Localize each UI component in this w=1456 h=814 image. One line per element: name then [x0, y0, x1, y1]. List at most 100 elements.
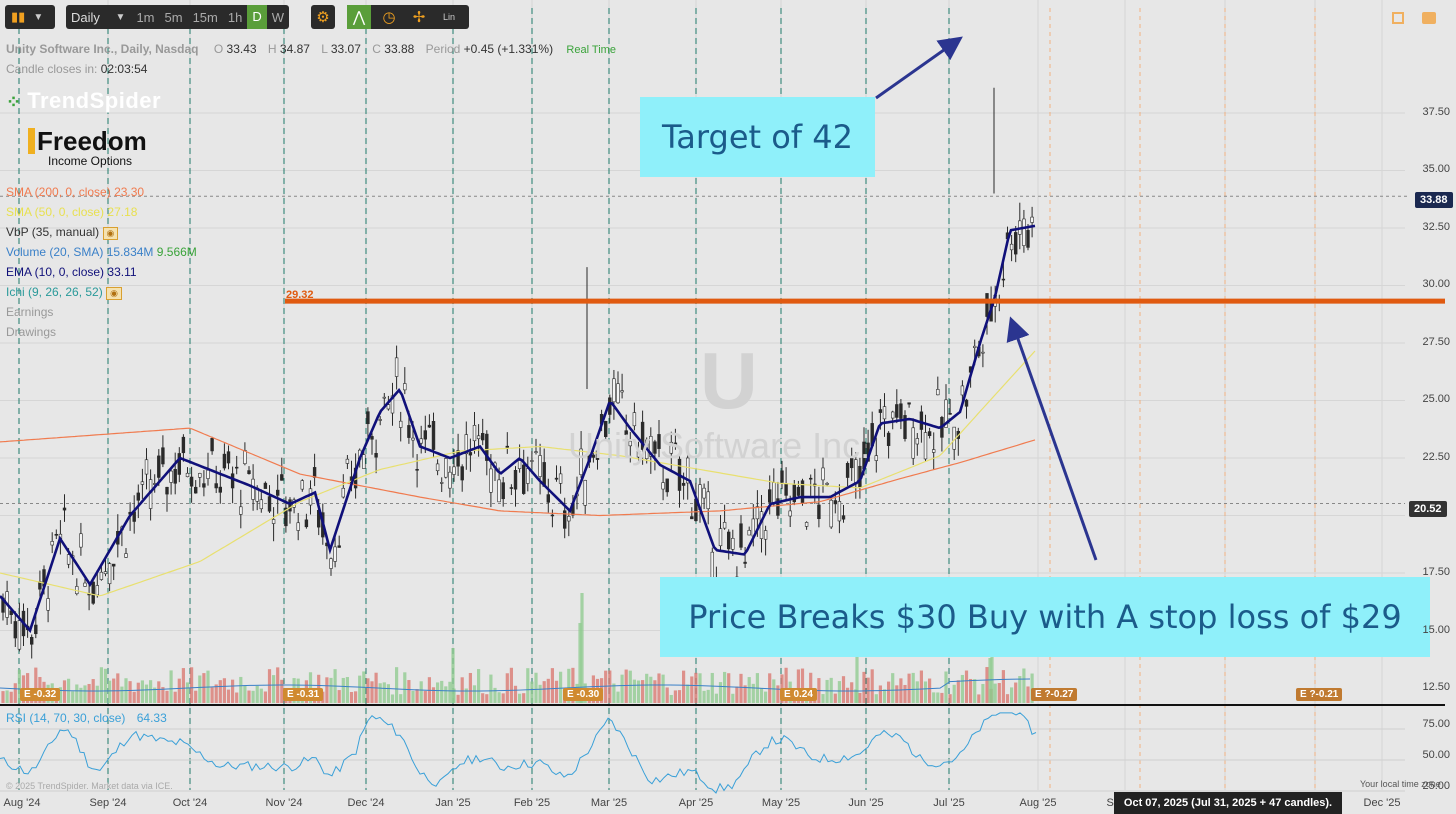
- timeframe-w[interactable]: W: [271, 9, 284, 25]
- candle-body: [501, 482, 505, 500]
- volume-legend[interactable]: Volume (20, SMA) 15.834M 9.566M: [6, 245, 197, 259]
- timeframe-5m[interactable]: 5m: [164, 9, 183, 25]
- volume-value: 15.834M: [106, 245, 154, 259]
- ichi-legend[interactable]: Ichi (9, 26, 26, 52) ◉: [6, 285, 122, 300]
- ema-legend[interactable]: EMA (10, 0, close) 33.11: [6, 265, 137, 279]
- cursor-price-tag: 20.52: [1409, 501, 1447, 517]
- volume-bar: [407, 680, 411, 703]
- x-tick: Apr '25: [678, 797, 714, 809]
- volume-bar: [534, 672, 538, 703]
- chart-type-dropdown[interactable]: ▮▮ ▼: [5, 5, 55, 29]
- candle-body: [579, 448, 583, 476]
- trendspider-wordmark: TrendSpider: [27, 88, 162, 113]
- volume-bar: [620, 674, 624, 703]
- earnings-tag[interactable]: E ?-0.27: [1031, 688, 1078, 701]
- target-callout[interactable]: Target of 42: [640, 97, 875, 177]
- entry-arrow: [1006, 316, 1098, 561]
- rsi-line: [0, 712, 1037, 794]
- volume-bar: [263, 691, 267, 703]
- candle-body: [198, 473, 202, 478]
- y-tick: 22.50: [1422, 451, 1450, 463]
- volume-bar: [13, 683, 17, 703]
- candle-body: [792, 484, 797, 503]
- candle-body: [472, 425, 477, 442]
- candle-body: [214, 483, 218, 489]
- x-tick: Dec '24: [347, 797, 385, 809]
- candle-body: [136, 492, 140, 501]
- candle-body: [521, 464, 526, 494]
- volume-bar: [580, 593, 584, 703]
- candle-body: [185, 472, 190, 478]
- candle-body: [673, 442, 678, 446]
- volume-bar: [132, 691, 136, 703]
- volume-bar: [985, 667, 989, 703]
- candle-body: [817, 504, 821, 520]
- timeframe-d[interactable]: D: [247, 5, 267, 29]
- settings-button[interactable]: ⚙: [311, 5, 335, 29]
- volume-bar: [62, 680, 67, 703]
- x-tick: May '25: [761, 797, 801, 809]
- interval-select[interactable]: Daily: [71, 9, 100, 25]
- volume-bar: [841, 676, 846, 703]
- entry-callout[interactable]: Price Breaks $30 Buy with A stop loss of…: [660, 577, 1430, 657]
- candle-body: [776, 498, 780, 516]
- candle-body: [603, 421, 608, 437]
- crosshair-icon[interactable]: ✢: [412, 9, 426, 26]
- candle-body: [964, 399, 969, 407]
- eye-icon[interactable]: ◉: [106, 287, 122, 300]
- earnings-tag[interactable]: E -0.31: [283, 688, 324, 701]
- chevron-down-icon: ▼: [33, 11, 44, 23]
- earnings-tag[interactable]: E ?-0.21: [1296, 688, 1343, 701]
- scale-toggle[interactable]: Lin: [437, 5, 461, 29]
- timeframe-15m[interactable]: 15m: [192, 9, 218, 25]
- candle-body: [202, 483, 206, 488]
- volume-bar: [940, 692, 944, 703]
- eye-icon[interactable]: ◉: [102, 227, 119, 240]
- candle-body: [456, 450, 460, 467]
- chevron-down-icon[interactable]: ▼: [115, 11, 126, 23]
- candle-body: [280, 474, 284, 481]
- candle-body: [927, 431, 932, 436]
- drawings-legend[interactable]: Drawings: [6, 325, 57, 339]
- volume-bar: [411, 690, 415, 703]
- candle-body: [112, 563, 116, 567]
- volume-bar: [161, 687, 165, 703]
- candle-body: [210, 438, 214, 452]
- rsi-legend[interactable]: RSI (14, 70, 30, close) 64.33: [6, 711, 167, 725]
- sma200-legend[interactable]: SMA (200, 0, close) 23.30: [6, 185, 144, 199]
- camera-icon[interactable]: [1422, 12, 1436, 24]
- sma200-label: SMA (200, 0, close): [6, 185, 111, 199]
- volume-bar: [71, 691, 75, 703]
- freedom-subtitle: Income Options: [48, 154, 133, 168]
- candle-body: [411, 437, 415, 441]
- clock-icon[interactable]: ◷: [382, 9, 396, 26]
- volume-bar: [653, 680, 657, 703]
- timeframe-1m[interactable]: 1m: [136, 9, 155, 25]
- earnings-legend[interactable]: Earnings: [6, 305, 54, 319]
- candle-body: [681, 482, 686, 486]
- timeframe-1h[interactable]: 1h: [227, 9, 243, 25]
- earnings-tag[interactable]: E -0.32: [20, 688, 61, 701]
- volume-bar: [419, 681, 423, 703]
- volume-bar: [923, 681, 928, 703]
- volume-bar: [415, 689, 419, 703]
- rsi-value: 64.33: [136, 711, 167, 725]
- hline-value-label: 29.32: [286, 289, 314, 301]
- volume-bar: [772, 679, 776, 703]
- candle-body: [874, 455, 879, 461]
- candle-body: [936, 389, 940, 396]
- vbp-legend[interactable]: VbP (35, manual) ◉: [6, 225, 119, 240]
- candle-body: [374, 453, 378, 458]
- candle-body: [239, 506, 243, 515]
- volume-bar: [776, 685, 780, 703]
- candle-body: [251, 478, 255, 500]
- rsi-tick: 25.00: [1422, 780, 1450, 792]
- earnings-tag[interactable]: E 0.24: [780, 688, 817, 701]
- earnings-tag[interactable]: E -0.30: [563, 688, 604, 701]
- expand-icon[interactable]: [1392, 12, 1404, 24]
- candle-body: [296, 522, 300, 531]
- trend-tool-button[interactable]: ⋀: [347, 5, 371, 29]
- candle-body: [636, 450, 641, 458]
- sma50-legend[interactable]: SMA (50, 0, close) 27.18: [6, 205, 137, 219]
